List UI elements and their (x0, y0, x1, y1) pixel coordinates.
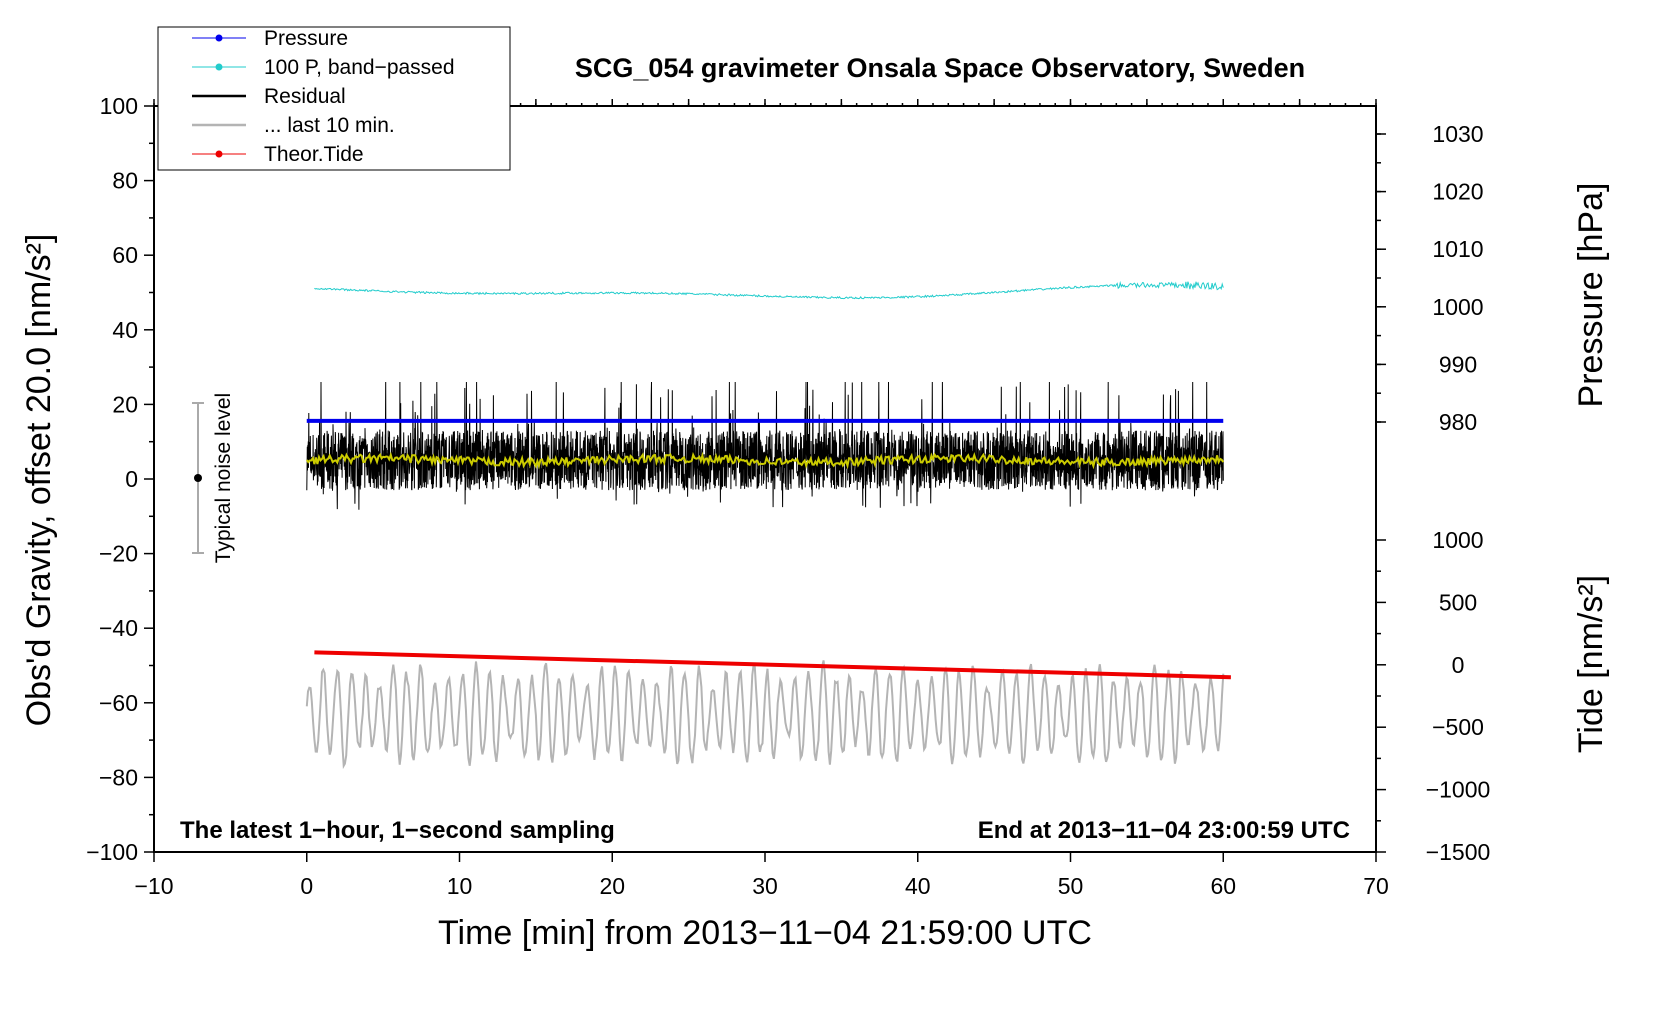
y-tick-label: 60 (112, 242, 138, 268)
legend-label-theor-tide: Theor.Tide (264, 143, 364, 166)
bandpassed-pressure-line (314, 280, 1224, 300)
pressure-tick-label: 1010 (1432, 236, 1483, 262)
y-axis-label-pressure: Pressure [hPa] (1572, 183, 1610, 408)
x-tick-label: 40 (905, 873, 931, 899)
legend-marker-theor-tide (215, 150, 223, 158)
x-tick-label: 50 (1058, 873, 1084, 899)
y-tick-label: −80 (99, 764, 138, 790)
y-tick-label: −20 (99, 541, 138, 567)
residual-line (306, 381, 1224, 510)
residual-smoothed-line (305, 451, 1225, 470)
tide-tick-label: −1000 (1426, 777, 1491, 803)
y-axis-label-left: Obs'd Gravity, offset 20.0 [nm/s²] (20, 234, 58, 727)
x-tick-label: 20 (599, 873, 625, 899)
pressure-tick-label: 980 (1439, 409, 1477, 435)
legend: Pressure 100 P, band−passed Residual ... la… (157, 26, 511, 171)
legend-marker-bandpassed (215, 63, 223, 71)
legend-label-residual: Residual (264, 85, 346, 108)
x-tick-label: 70 (1363, 873, 1389, 899)
legend-label-bandpassed: 100 P, band−passed (264, 56, 455, 79)
legend-label-pressure: Pressure (264, 27, 348, 50)
tide-tick-label: 1000 (1432, 527, 1483, 553)
noise-dot (194, 474, 202, 482)
noise-indicator: Typical noise level (192, 393, 235, 563)
tide-tick-label: 0 (1452, 652, 1465, 678)
y-tick-label: 100 (100, 93, 138, 119)
x-tick-label: 30 (752, 873, 778, 899)
y-tick-label: −60 (99, 690, 138, 716)
y-tick-label: 0 (125, 466, 138, 492)
x-tick-label: 10 (447, 873, 473, 899)
noise-label: Typical noise level (212, 393, 235, 563)
y-tick-label: −100 (86, 839, 138, 865)
tide-tick-label: 500 (1439, 589, 1477, 615)
x-axis-label: Time [min] from 2013−11−04 21:59:00 UTC (438, 914, 1092, 952)
pressure-tick-label: 1020 (1432, 179, 1483, 205)
annotation-sampling: The latest 1−hour, 1−second sampling (180, 817, 615, 844)
annotation-end-time: End at 2013−11−04 23:00:59 UTC (978, 817, 1350, 844)
legend-marker-pressure (215, 34, 223, 42)
pressure-tick-label: 1000 (1432, 294, 1483, 320)
tide-tick-label: −1500 (1426, 839, 1491, 865)
x-tick-label: −10 (134, 873, 173, 899)
plot-frame (153, 105, 1377, 853)
x-tick-label: 60 (1210, 873, 1236, 899)
y-tick-label: 40 (112, 317, 138, 343)
legend-label-last-10-min: ... last 10 min. (264, 114, 395, 137)
last-10-min-line (305, 660, 1225, 770)
pressure-tick-label: 990 (1439, 351, 1477, 377)
theoretical-tide-line (314, 650, 1231, 680)
chart-title: SCG_054 gravimeter Onsala Space Observat… (575, 53, 1305, 83)
x-tick-label: 0 (300, 873, 313, 899)
tide-tick-label: −500 (1432, 714, 1484, 740)
pressure-tick-label: 1030 (1432, 121, 1483, 147)
legend-box (157, 26, 511, 171)
y-axis-label-tide: Tide [nm/s²] (1572, 575, 1610, 753)
y-tick-label: 80 (112, 168, 138, 194)
y-tick-label: 20 (112, 391, 138, 417)
y-tick-label: −40 (99, 615, 138, 641)
